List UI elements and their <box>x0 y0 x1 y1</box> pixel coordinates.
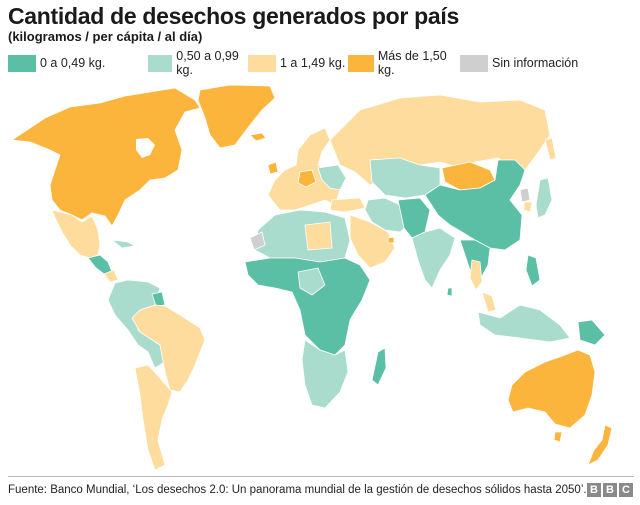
legend-swatch <box>248 54 276 72</box>
region-arabia <box>349 214 396 269</box>
region-turkey <box>329 197 366 213</box>
region-panama <box>103 269 119 283</box>
bbc-logo-letter: B <box>603 483 617 497</box>
region-malaysia <box>481 291 497 313</box>
region-central-africa-light <box>297 267 326 296</box>
bbc-logo: B B C <box>587 483 633 497</box>
region-guianas <box>151 291 166 307</box>
region-libya <box>304 221 333 251</box>
region-germany <box>297 169 317 188</box>
region-uae <box>387 236 395 244</box>
legend-item-050-099: 0,50 a 0,99 kg. <box>148 49 248 77</box>
legend-item-mas-150: Más de 1,50 kg. <box>348 49 460 77</box>
region-europe <box>267 127 341 211</box>
region-sri-lanka <box>446 287 453 297</box>
region-north-korea <box>519 187 531 203</box>
region-china <box>424 159 526 251</box>
region-ireland <box>267 161 279 175</box>
region-iceland <box>249 132 267 142</box>
legend-label: Más de 1,50 kg. <box>377 49 447 77</box>
source-note: Fuente: Banco Mundial, ‘Los desechos 2.0… <box>8 484 587 496</box>
legend-label: Sin información <box>492 56 579 70</box>
region-iran <box>364 197 409 233</box>
region-tasmania <box>553 431 563 443</box>
region-southeast-asia <box>459 239 491 281</box>
region-eastern-europe <box>317 164 347 191</box>
region-thailand <box>469 259 483 291</box>
region-png <box>577 319 606 346</box>
region-kamchatka <box>544 137 557 161</box>
region-brazil <box>131 304 206 393</box>
legend-item-sin-info: Sin información <box>460 54 579 72</box>
legend-swatch <box>460 54 488 72</box>
region-greenland <box>197 84 276 149</box>
region-argentina-chile <box>134 364 173 471</box>
region-new-zealand <box>587 424 613 466</box>
region-australia <box>507 349 596 429</box>
region-subsaharan-africa <box>244 257 371 356</box>
region-central-america <box>87 254 113 275</box>
region-india <box>411 227 456 289</box>
region-southern-africa <box>301 339 349 409</box>
region-north-america <box>11 87 201 227</box>
map-subtitle: (kilogramos / per cápita / al día) <box>8 29 203 44</box>
legend-swatch <box>348 54 374 72</box>
region-japan <box>535 177 553 219</box>
legend-label: 1 a 1,49 kg. <box>280 56 346 70</box>
region-caribbean <box>111 239 136 249</box>
region-philippines <box>525 254 541 287</box>
bbc-logo-letter: B <box>587 483 601 497</box>
legend-label: 0,50 a 0,99 kg. <box>176 49 239 77</box>
region-western-sahara <box>249 231 266 251</box>
region-south-korea <box>523 201 533 213</box>
legend-swatch <box>148 54 173 72</box>
legend-swatch <box>8 54 36 72</box>
legend-label: 0 a 0,49 kg. <box>40 56 106 70</box>
footer-divider <box>8 476 634 477</box>
legend-item-0-049: 0 a 0,49 kg. <box>8 54 148 72</box>
bbc-logo-letter: C <box>619 483 633 497</box>
world-map <box>11 84 613 471</box>
legend-item-1-149: 1 a 1,49 kg. <box>248 54 348 72</box>
region-mexico <box>51 209 101 259</box>
region-north-africa <box>254 209 351 263</box>
region-indonesia <box>477 304 571 343</box>
legend: 0 a 0,49 kg. 0,50 a 0,99 kg. 1 a 1,49 kg… <box>8 49 579 77</box>
map-title: Cantidad de desechos generados por país <box>8 3 459 29</box>
region-madagascar <box>371 347 387 386</box>
